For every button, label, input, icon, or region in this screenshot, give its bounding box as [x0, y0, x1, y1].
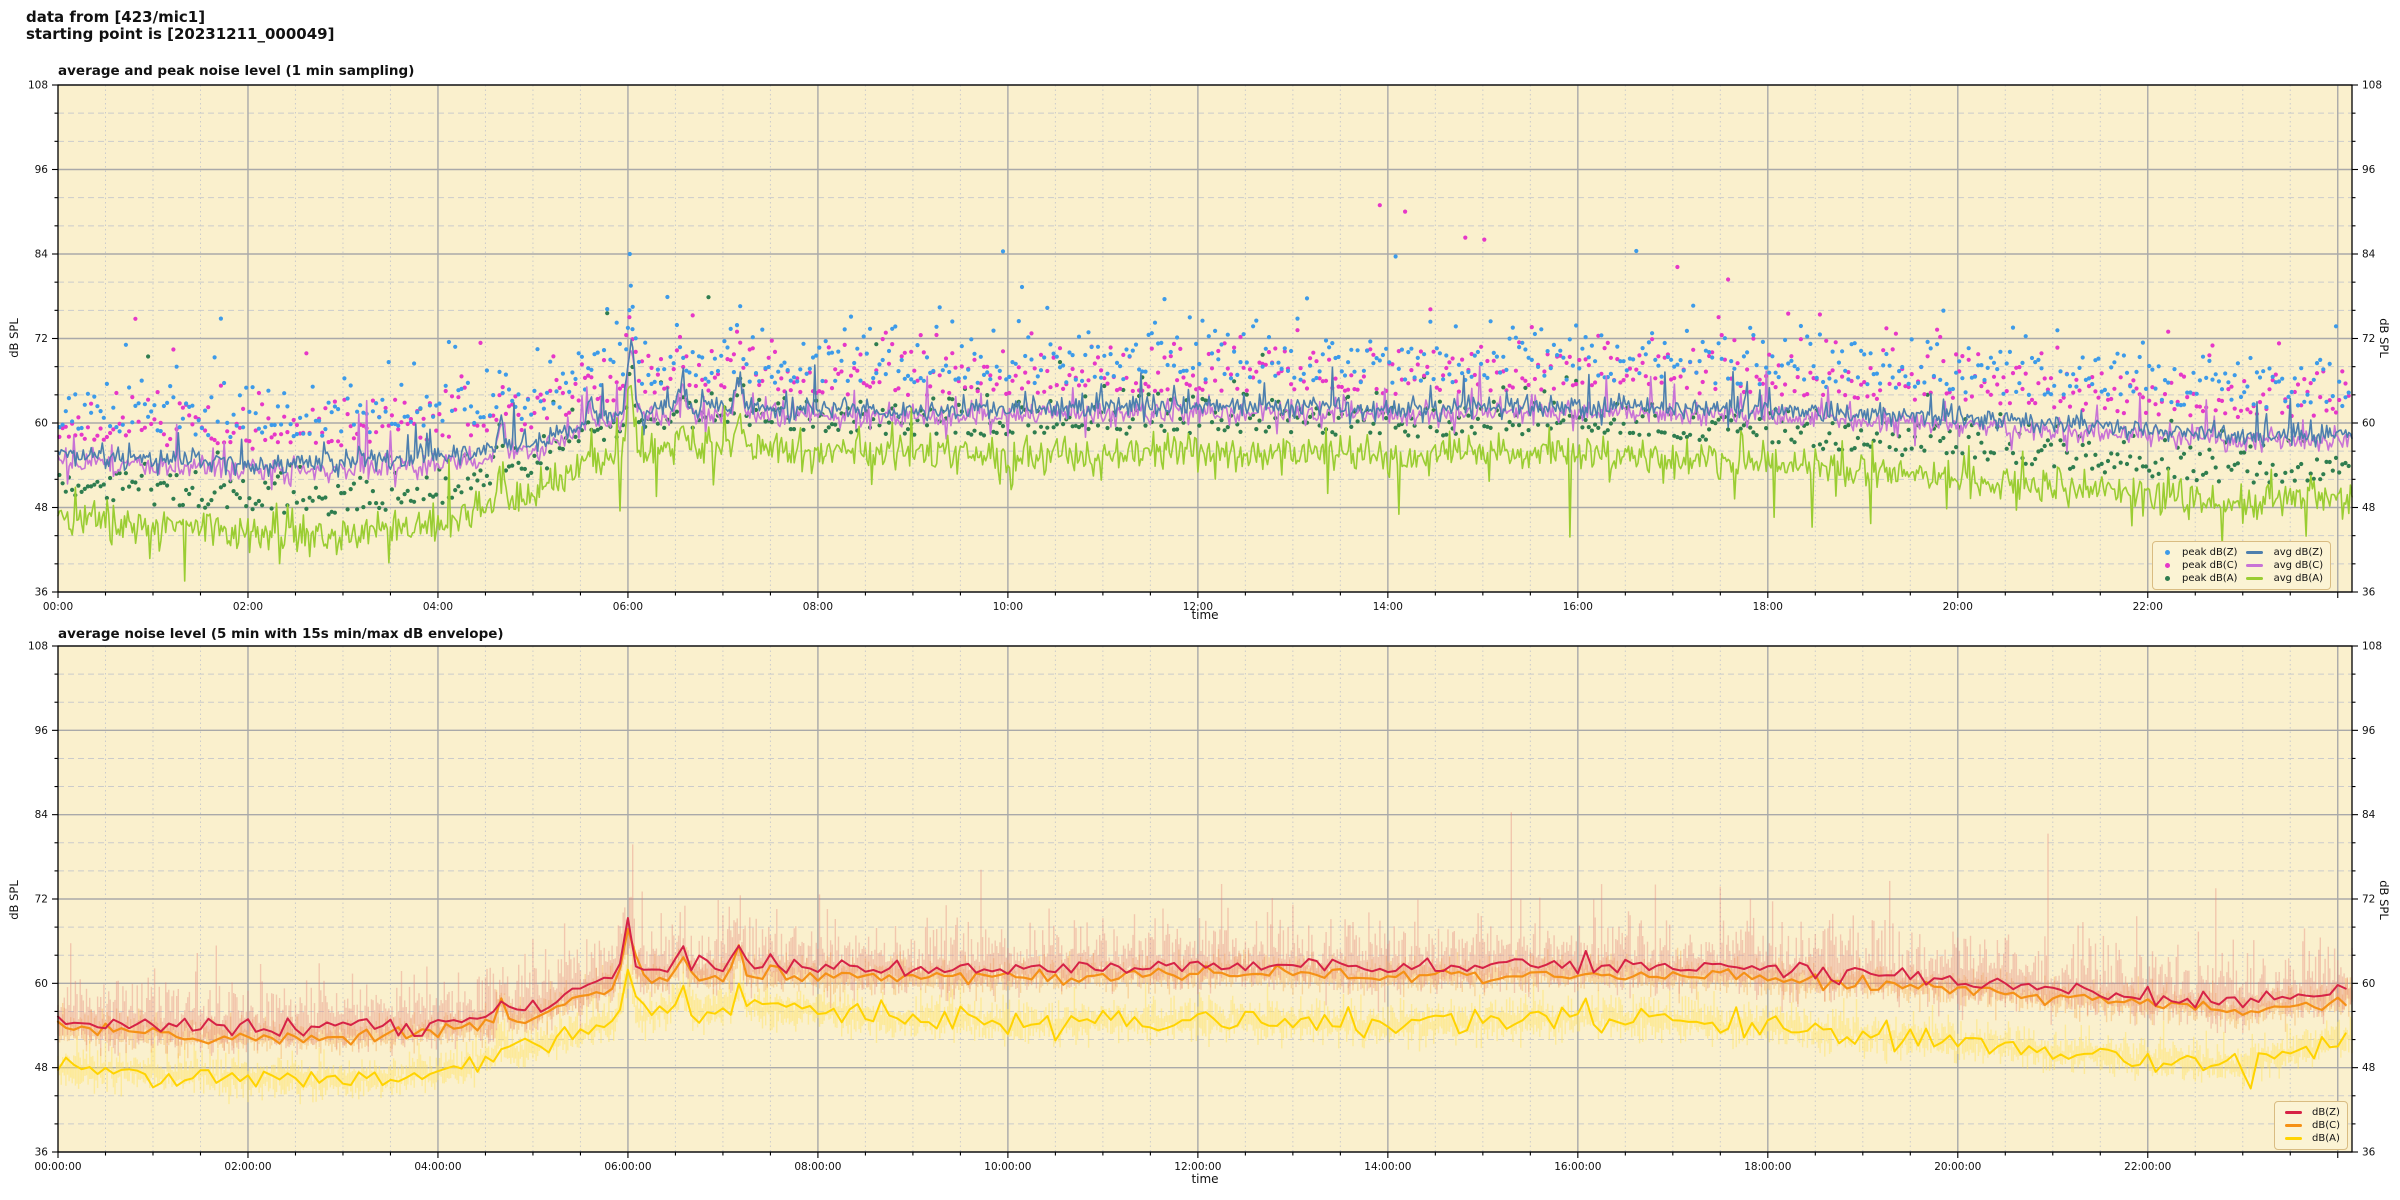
- legend-label-avg-dbc: avg dB(C): [2273, 560, 2324, 571]
- svg-text:04:00: 04:00: [423, 601, 453, 613]
- svg-text:72: 72: [35, 333, 48, 345]
- svg-text:84: 84: [2362, 249, 2376, 261]
- svg-text:108: 108: [28, 80, 48, 92]
- legend-marker-dbc-icon: [2284, 1124, 2302, 1127]
- bottom-chart-legend: dB(Z) dB(C) dB(A): [2274, 1101, 2348, 1150]
- legend-marker-avg-dbz-icon: [2246, 551, 2264, 554]
- svg-text:60: 60: [2362, 418, 2375, 430]
- bottom-chart-data: [56, 812, 2353, 1105]
- legend-label-peak-dba: peak dB(A): [2182, 573, 2238, 584]
- legend-label-peak-dbz: peak dB(Z): [2182, 547, 2238, 558]
- svg-text:36: 36: [2362, 587, 2376, 599]
- svg-text:08:00: 08:00: [803, 601, 833, 613]
- svg-text:20:00: 20:00: [1943, 601, 1973, 613]
- svg-text:02:00: 02:00: [233, 601, 263, 613]
- svg-text:12:00: 12:00: [1183, 601, 1213, 613]
- legend-marker-peak-dba-icon: [2164, 576, 2170, 581]
- svg-text:00:00: 00:00: [43, 601, 73, 613]
- legend-marker-dba-icon: [2284, 1137, 2302, 1140]
- svg-text:16:00: 16:00: [1563, 601, 1593, 613]
- svg-text:36: 36: [35, 587, 49, 599]
- top-chart-data: [57, 203, 2353, 582]
- legend-label-dbc: dB(C): [2312, 1120, 2340, 1131]
- top-chart-title: average and peak noise level (1 min samp…: [58, 63, 415, 79]
- header-line-2: starting point is [20231211_000049]: [26, 25, 335, 43]
- legend-marker-dbz-icon: [2284, 1111, 2302, 1114]
- bottom-chart-ylabel-right: dB SPL: [2377, 880, 2391, 920]
- legend-label-dbz: dB(Z): [2312, 1107, 2340, 1118]
- bottom-chart-xlabel: time: [1191, 1172, 1219, 1186]
- figure-header: data from [423/mic1] starting point is […: [26, 9, 334, 43]
- bottom-chart-title: average noise level (5 min with 15s min/…: [58, 626, 504, 642]
- svg-text:96: 96: [2362, 164, 2376, 176]
- top-chart-xlabel: time: [1191, 608, 1219, 622]
- svg-text:06:00: 06:00: [613, 601, 643, 613]
- legend-marker-peak-dbc-icon: [2164, 563, 2170, 568]
- legend-marker-peak-dbz-icon: [2164, 550, 2170, 555]
- legend-marker-avg-dbc-icon: [2246, 564, 2264, 567]
- svg-text:18:00: 18:00: [1753, 601, 1783, 613]
- svg-text:60: 60: [35, 418, 48, 430]
- top-chart-ylabel-left: dB SPL: [7, 318, 21, 358]
- legend-label-peak-dbc: peak dB(C): [2182, 560, 2238, 571]
- legend-label-avg-dbz: avg dB(Z): [2273, 547, 2324, 558]
- svg-text:84: 84: [35, 249, 49, 261]
- svg-text:72: 72: [2362, 333, 2375, 345]
- svg-text:14:00: 14:00: [1373, 601, 1403, 613]
- top-chart-legend: peak dB(Z) avg dB(Z) peak dB(C) avg dB(C…: [2152, 541, 2332, 590]
- legend-label-dba: dB(A): [2312, 1133, 2340, 1144]
- legend-label-avg-dba: avg dB(A): [2273, 573, 2324, 584]
- svg-text:10:00: 10:00: [993, 601, 1023, 613]
- svg-text:22:00: 22:00: [2133, 601, 2163, 613]
- svg-text:48: 48: [2362, 502, 2375, 514]
- top-chart-ylabel-right: dB SPL: [2377, 318, 2391, 358]
- legend-marker-avg-dba-icon: [2246, 577, 2264, 580]
- svg-text:108: 108: [2362, 80, 2382, 92]
- svg-text:48: 48: [35, 502, 48, 514]
- header-line-1: data from [423/mic1]: [26, 8, 206, 26]
- svg-text:96: 96: [35, 164, 49, 176]
- bottom-chart-ylabel-left: dB SPL: [7, 880, 21, 920]
